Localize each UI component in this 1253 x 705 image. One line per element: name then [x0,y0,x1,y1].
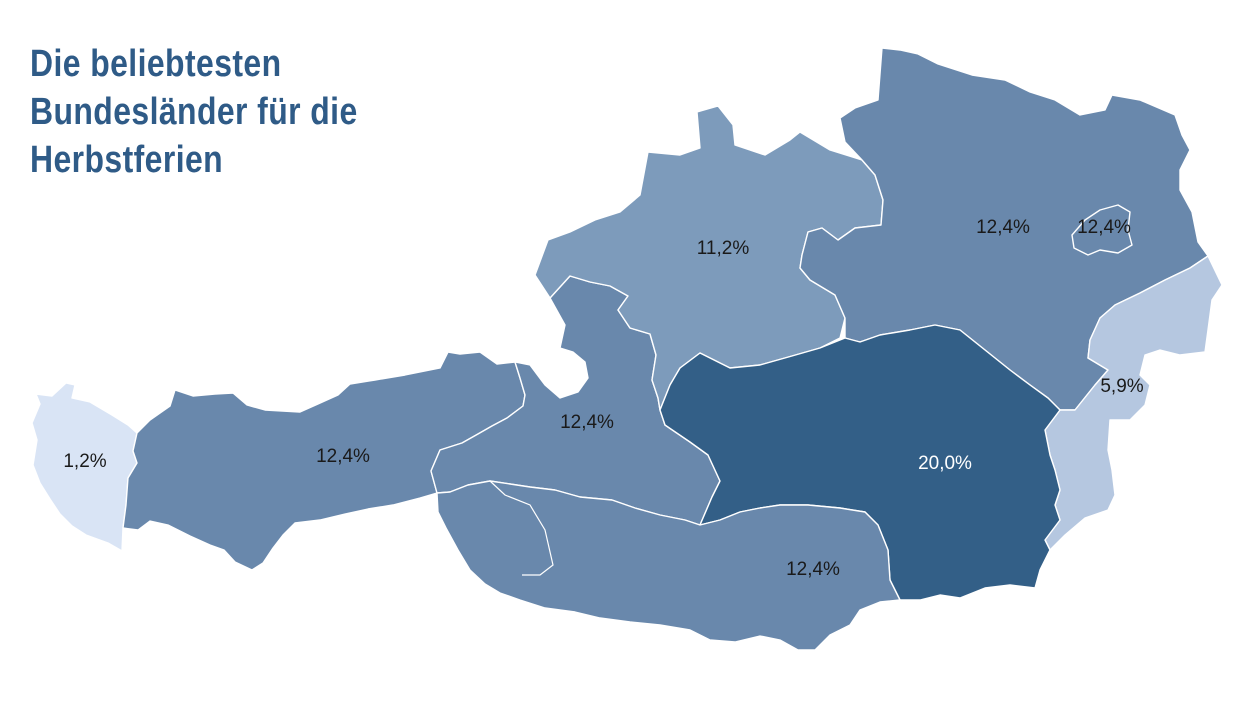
region-vorarlberg [31,382,138,552]
region-wien [1071,204,1133,256]
region-kaernten [436,480,901,651]
label-tirol: 12,4% [316,446,370,467]
label-vorarlberg: 1,2% [63,451,106,472]
label-wien: 12,4% [1077,217,1131,238]
label-niederoesterreich: 12,4% [976,217,1030,238]
label-steiermark: 20,0% [918,453,972,474]
label-oberoesterreich: 11,2% [697,238,750,259]
label-burgenland: 5,9% [1100,376,1143,397]
title-line-3: Herbstferien [30,139,224,181]
title-line-1: Die beliebtesten [30,43,282,85]
map-title: Die beliebtesten Bundesländer für die He… [30,40,416,184]
label-salzburg: 12,4% [560,412,614,433]
title-line-2: Bundesländer für die [30,91,358,133]
label-kaernten: 12,4% [786,559,840,580]
inner-border-line [489,480,554,576]
